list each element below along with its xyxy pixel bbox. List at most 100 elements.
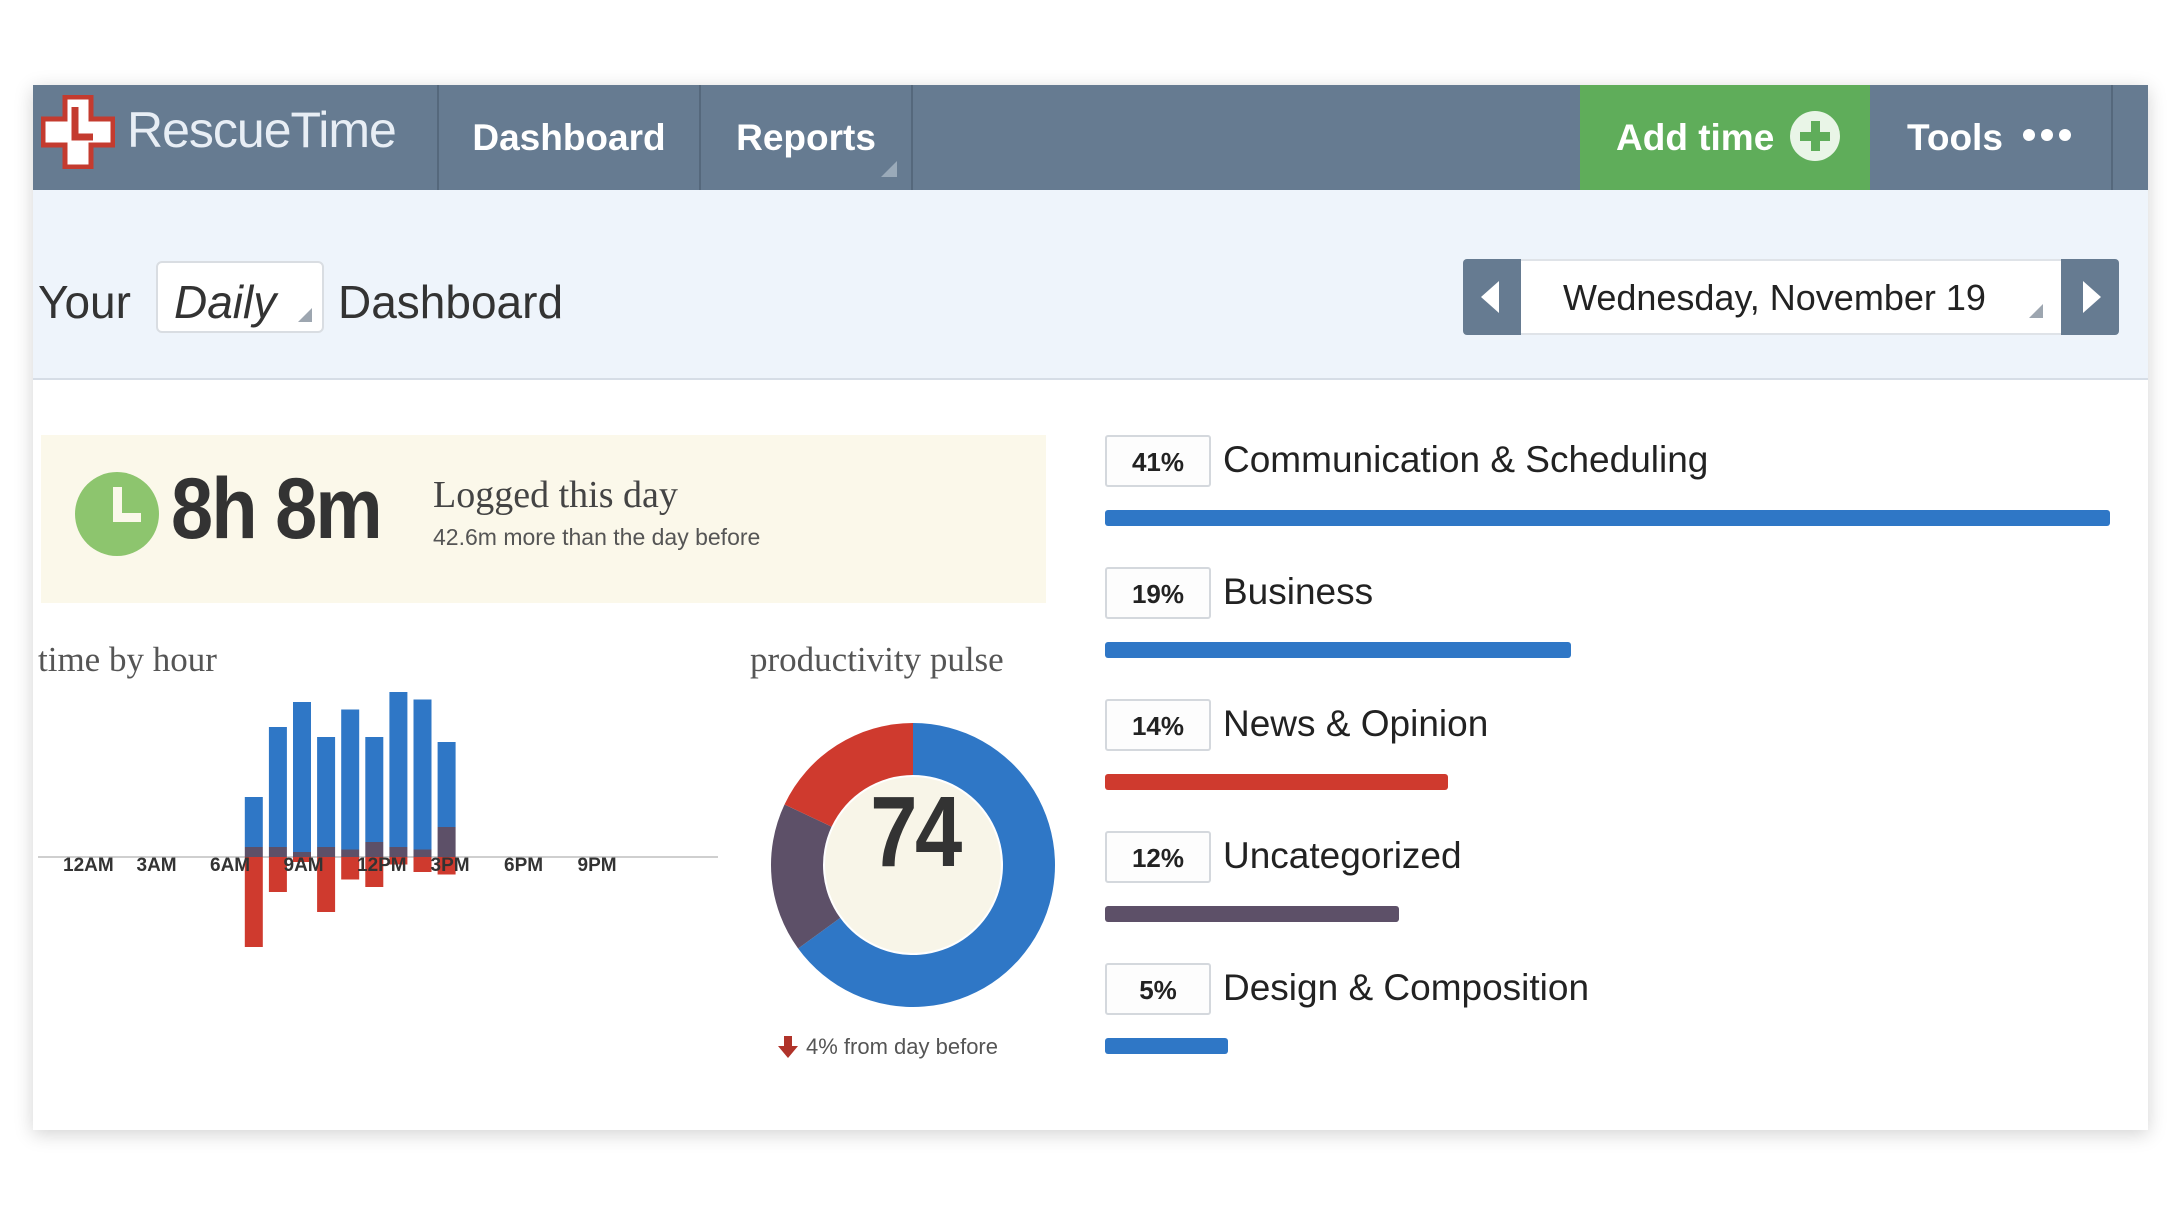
period-select[interactable]: Daily — [156, 261, 324, 333]
tools-menu[interactable]: Tools — [1871, 85, 2111, 190]
hour-bar-distracting[interactable] — [244, 857, 263, 947]
hour-bar-distracting[interactable] — [389, 857, 408, 865]
category-bar — [1105, 1038, 1228, 1054]
hour-tick-label: 12AM — [63, 855, 114, 876]
category-row[interactable]: 12% Uncategorized — [1105, 831, 2105, 941]
hour-bar-neutral[interactable] — [389, 847, 408, 857]
category-row[interactable]: 5% Design & Composition — [1105, 963, 2105, 1073]
category-percent: 12% — [1105, 831, 1211, 883]
nav-divider — [699, 85, 701, 190]
hour-bar-distracting[interactable] — [341, 857, 360, 880]
pulse-slice-distracting[interactable] — [784, 723, 913, 827]
time-by-hour-chart[interactable] — [38, 665, 718, 985]
hour-tick-label: 9AM — [283, 855, 324, 876]
hour-bar-neutral[interactable] — [437, 827, 456, 857]
hour-bar-distracting[interactable] — [293, 857, 311, 862]
logged-time-caption: Logged this day — [433, 474, 678, 516]
time-by-hour-title: time by hour — [38, 640, 217, 679]
hour-bar-distracting[interactable] — [413, 857, 432, 872]
category-name: News & Opinion — [1223, 703, 1489, 744]
category-percent: 5% — [1105, 963, 1211, 1015]
hour-tick-label: 12PM — [357, 855, 407, 876]
productivity-pulse-donut[interactable] — [753, 705, 1073, 1025]
dashboard-header: Your Daily Dashboard Wednesday, November… — [33, 190, 2148, 380]
date-value: Wednesday, November 19 — [1563, 277, 1986, 318]
period-value: Daily — [174, 276, 277, 328]
category-row[interactable]: 14% News & Opinion — [1105, 699, 2105, 809]
logged-time-panel: 8h 8m Logged this day 42.6m more than th… — [41, 435, 1046, 603]
hour-bar-neutral[interactable] — [341, 849, 360, 858]
category-bar — [1105, 642, 1571, 658]
hour-bar-productive[interactable] — [437, 742, 456, 827]
category-name: Business — [1223, 571, 1374, 612]
nav-divider — [437, 85, 439, 190]
pulse-slice-neutral[interactable] — [771, 804, 841, 949]
clock-icon — [75, 472, 159, 556]
hour-bar-neutral[interactable] — [317, 847, 336, 857]
category-bar — [1105, 774, 1449, 790]
previous-day-button[interactable] — [1463, 259, 1521, 335]
logged-time-value: 8h 8m — [171, 461, 383, 557]
hour-tick-label: 6AM — [210, 855, 251, 876]
next-day-button[interactable] — [2061, 259, 2119, 335]
category-name: Uncategorized — [1223, 835, 1462, 876]
category-percent: 41% — [1105, 435, 1211, 487]
hour-bar-productive[interactable] — [317, 737, 336, 847]
category-percent: 14% — [1105, 699, 1211, 751]
nav-reports[interactable]: Reports — [736, 117, 876, 158]
pulse-center — [825, 777, 1001, 953]
hour-bar-neutral[interactable] — [413, 849, 432, 858]
hour-tick-label: 3AM — [136, 855, 177, 876]
dropdown-corner-icon — [881, 161, 897, 177]
hour-bar-neutral[interactable] — [293, 852, 311, 857]
top-nav: RescueTime Dashboard Reports Add time To… — [33, 85, 2148, 190]
date-select[interactable]: Wednesday, November 19 — [1521, 259, 2061, 335]
category-percent: 19% — [1105, 567, 1211, 619]
hour-bar-distracting[interactable] — [365, 857, 384, 887]
add-time-button[interactable]: Add time — [1580, 85, 1870, 190]
hour-bar-neutral[interactable] — [268, 847, 287, 857]
dropdown-corner-icon — [298, 308, 312, 322]
hour-bar-distracting[interactable] — [317, 857, 336, 912]
down-arrow-icon — [778, 1036, 798, 1058]
hour-bar-productive[interactable] — [365, 737, 384, 842]
hour-tick-label: 9PM — [577, 855, 617, 876]
plus-circle-icon — [1790, 111, 1840, 161]
category-row[interactable]: 41% Communication & Scheduling — [1105, 435, 2110, 545]
logo-text: RescueTime — [127, 102, 397, 158]
hour-bar-distracting[interactable] — [437, 857, 456, 875]
logo[interactable]: RescueTime — [33, 85, 438, 190]
pulse-slice-productive[interactable] — [798, 723, 1055, 1007]
hour-bar-productive[interactable] — [413, 699, 432, 850]
more-dots-icon — [2023, 128, 2077, 146]
category-row[interactable]: 19% Business — [1105, 567, 2105, 677]
hour-bar-neutral[interactable] — [365, 842, 384, 857]
title-suffix: Dashboard — [338, 276, 564, 328]
rescuetime-cross-icon — [41, 95, 115, 169]
hour-tick-label: 6PM — [504, 855, 544, 876]
category-bar — [1105, 906, 1400, 922]
hour-bar-productive[interactable] — [389, 692, 408, 847]
category-bar — [1105, 510, 2110, 526]
title-prefix: Your — [38, 276, 131, 328]
category-name: Communication & Scheduling — [1223, 439, 1709, 480]
hour-bar-distracting[interactable] — [268, 857, 287, 892]
nav-divider — [911, 85, 913, 190]
hour-bar-productive[interactable] — [341, 709, 360, 850]
productivity-pulse-title: productivity pulse — [750, 640, 1004, 679]
hour-bar-productive[interactable] — [244, 797, 263, 847]
productivity-pulse-score: 74 — [870, 776, 962, 888]
nav-dashboard[interactable]: Dashboard — [472, 117, 666, 158]
tools-label: Tools — [1907, 117, 2003, 158]
logged-time-comparison: 42.6m more than the day before — [433, 524, 761, 550]
dropdown-corner-icon — [2029, 304, 2043, 318]
hour-bar-productive[interactable] — [293, 702, 311, 852]
category-name: Design & Composition — [1223, 967, 1590, 1008]
add-time-label: Add time — [1616, 117, 1775, 158]
hour-tick-label: 3PM — [430, 855, 470, 876]
nav-divider — [2111, 85, 2113, 190]
app-window: RescueTime Dashboard Reports Add time To… — [33, 85, 2148, 1130]
productivity-pulse-change: 4% from day before — [806, 1034, 998, 1059]
hour-bar-neutral[interactable] — [244, 847, 263, 857]
hour-bar-productive[interactable] — [268, 727, 287, 847]
